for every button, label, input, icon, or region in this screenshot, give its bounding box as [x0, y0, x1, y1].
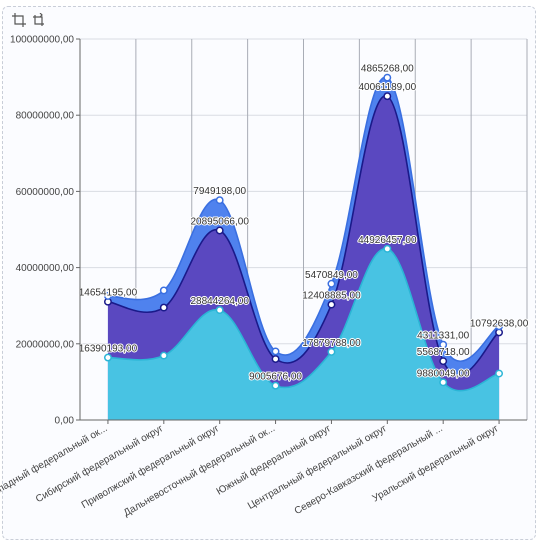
data-point[interactable] [103, 292, 112, 300]
data-label: 40061189,00 [358, 82, 416, 93]
data-label: 17879788,00 [302, 338, 361, 349]
data-point[interactable] [159, 303, 168, 312]
data-point[interactable] [439, 378, 448, 387]
data-point[interactable] [327, 300, 336, 309]
data-point[interactable] [383, 244, 392, 253]
data-point[interactable] [271, 347, 280, 356]
data-label: 10792638,00 [470, 318, 529, 329]
y-tick-label: 80000000,00 [16, 111, 75, 122]
data-point[interactable] [271, 355, 280, 363]
data-point[interactable] [159, 286, 168, 295]
data-label: 12408885,00 [302, 291, 361, 302]
data-label: 16390193,00 [79, 344, 138, 355]
data-label: 9005676,00 [249, 372, 302, 383]
data-point[interactable] [215, 196, 224, 205]
series-area-1 [107, 248, 500, 420]
crop-alt-icon[interactable] [32, 13, 46, 27]
data-point[interactable] [383, 73, 392, 82]
data-point[interactable] [439, 340, 448, 349]
y-tick-label: 100000000,00 [10, 35, 74, 46]
data-point[interactable] [439, 357, 448, 366]
data-point[interactable] [495, 322, 504, 331]
data-labels: 16390193,00 28844264,00 9005676,00 17879788… [78, 63, 530, 384]
data-label: 9880049,00 [417, 368, 470, 379]
data-label: 44926457,00 [358, 235, 417, 246]
series-line-1 [107, 248, 500, 392]
data-point[interactable] [383, 92, 392, 101]
data-point[interactable] [215, 306, 224, 315]
data-points [103, 73, 504, 390]
series-areas [107, 77, 500, 421]
axes: 0,00 20000000,00 40000000,00 60000000,00 800… [0, 35, 527, 520]
data-label: 28844264,00 [190, 296, 249, 307]
y-tick-label: 20000000,00 [16, 339, 75, 350]
data-label: 5568718,00 [417, 347, 470, 358]
data-point[interactable] [327, 279, 336, 288]
y-tick-label: 60000000,00 [16, 187, 75, 198]
series-line-3 [107, 76, 500, 362]
data-point[interactable] [159, 351, 168, 360]
data-label: 4311331,00 [417, 331, 470, 342]
data-point[interactable] [103, 353, 112, 362]
data-label: 4865268,00 [361, 64, 414, 75]
y-tick-label: 40000000,00 [16, 263, 75, 274]
data-point[interactable] [327, 347, 336, 356]
y-tick-label: 0,00 [55, 416, 75, 427]
data-label: 14654195,00 [79, 288, 138, 299]
chart-toolbar [12, 13, 46, 27]
data-label: 5470849,00 [305, 270, 358, 281]
data-point[interactable] [271, 381, 280, 390]
chart-card [2, 6, 536, 540]
data-label: 20895066,00 [190, 216, 249, 227]
data-point[interactable] [215, 226, 224, 235]
crop-icon[interactable] [12, 13, 26, 27]
data-label: 7949198,00 [193, 186, 246, 197]
data-point[interactable] [495, 369, 504, 378]
